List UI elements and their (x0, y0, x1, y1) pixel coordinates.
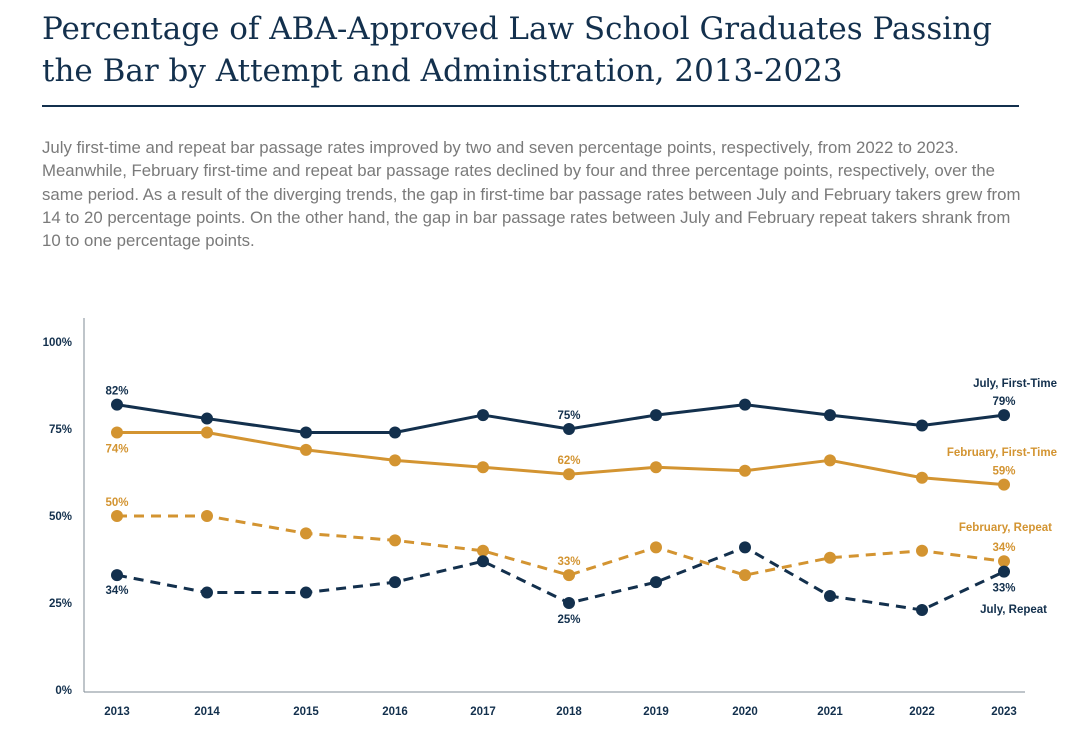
data-point (201, 510, 213, 522)
data-point (201, 586, 213, 599)
series-line (117, 514, 1005, 577)
chart-labels: 82% 75% 79% July, First-Time 74% 62% 59% Februa… (105, 378, 1057, 626)
data-point (300, 443, 312, 456)
chart-title: Percentage of ABA-Approved Law School Gr… (42, 11, 992, 89)
data-point (998, 478, 1010, 491)
data-point (650, 541, 662, 554)
data-label: 79% (992, 396, 1015, 408)
y-tick-label: 25% (49, 598, 72, 610)
y-tick-label: 50% (49, 511, 72, 523)
series-name-label: February, First-Time (947, 447, 1057, 459)
data-point (739, 569, 751, 582)
data-point (111, 510, 123, 522)
data-point (477, 461, 489, 474)
data-point (916, 544, 928, 557)
x-tick-label: 2016 (382, 706, 408, 718)
series-name-label: February, Repeat (959, 522, 1052, 534)
data-label: 74% (105, 443, 128, 455)
data-point (916, 603, 928, 616)
data-point (739, 464, 751, 477)
y-tick-label: 0% (55, 685, 72, 697)
x-tick-label: 2018 (556, 706, 582, 718)
chart-series (111, 398, 1010, 616)
data-point (650, 409, 662, 422)
y-tick-label: 100% (43, 337, 72, 349)
x-tick-label: 2013 (104, 706, 130, 718)
data-label: 25% (557, 614, 580, 626)
data-point (201, 426, 213, 439)
data-label: 34% (992, 542, 1015, 554)
data-label: 75% (557, 410, 580, 422)
data-point (824, 590, 836, 603)
y-tick-label: 75% (49, 424, 72, 436)
data-point (998, 565, 1010, 578)
x-tick-label: 2022 (909, 706, 935, 718)
title-divider (42, 105, 1019, 107)
data-point (389, 426, 401, 439)
x-tick-label: 2017 (470, 706, 496, 718)
data-label: 33% (992, 583, 1015, 595)
data-point (477, 409, 489, 422)
data-point (824, 454, 836, 467)
data-point (201, 412, 213, 425)
data-point (916, 471, 928, 484)
data-point (477, 544, 489, 557)
data-point (563, 423, 575, 435)
data-point (477, 555, 489, 568)
data-point (916, 419, 928, 432)
data-point (300, 527, 312, 540)
series-name-label: July, Repeat (980, 604, 1047, 616)
data-point (998, 409, 1010, 422)
x-tick-label: 2014 (194, 706, 220, 718)
data-label: 59% (992, 466, 1015, 478)
data-point (563, 468, 575, 481)
data-point (998, 555, 1010, 568)
data-point (300, 426, 312, 439)
data-point (300, 586, 312, 599)
data-point (111, 426, 123, 439)
data-label: 50% (105, 497, 128, 509)
data-point (739, 398, 751, 411)
chart-description: July first-time and repeat bar passage r… (42, 138, 1021, 251)
data-point (824, 551, 836, 564)
series-name-label: July, First-Time (973, 378, 1057, 390)
data-point (389, 454, 401, 467)
data-point (650, 461, 662, 474)
data-point (111, 398, 123, 411)
data-label: 33% (557, 556, 580, 568)
data-point (824, 409, 836, 422)
data-point (111, 569, 123, 582)
data-point (563, 597, 575, 609)
data-point (389, 576, 401, 589)
data-label: 34% (105, 585, 128, 597)
data-point (389, 534, 401, 547)
chart-axes: 0% 25% 50% 75% 100% 2013 2014 2015 2016 2017 2018 2… (43, 318, 1025, 718)
data-point (739, 541, 751, 554)
x-tick-label: 2015 (293, 706, 319, 718)
data-point (563, 569, 575, 582)
x-tick-label: 2019 (643, 706, 669, 718)
x-tick-label: 2020 (732, 706, 758, 718)
data-label: 62% (557, 455, 580, 467)
data-label: 82% (105, 386, 128, 398)
data-point (650, 576, 662, 589)
x-tick-label: 2023 (991, 706, 1017, 718)
x-tick-label: 2021 (817, 706, 843, 718)
